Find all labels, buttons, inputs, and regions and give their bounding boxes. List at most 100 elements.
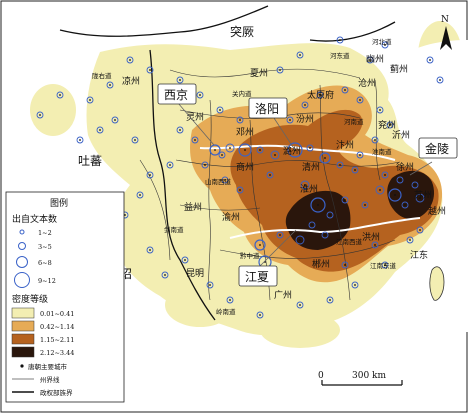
city-marker (279, 234, 281, 236)
label-hongzhou: 洪州 (362, 231, 380, 243)
circuit-hedong: 河东道 (330, 51, 350, 60)
legend-density-swatch-4 (11, 346, 35, 358)
city-marker (439, 79, 441, 81)
circuit-lingnan: 岭南道 (216, 307, 236, 316)
city-marker (299, 304, 301, 306)
source-circle (321, 231, 329, 239)
callout-luoyang: 洛阳 (248, 97, 288, 119)
city-marker (309, 147, 311, 149)
circuit-hebei: 河北道 (372, 37, 392, 46)
city-marker (384, 264, 386, 266)
source-circle (436, 76, 444, 84)
city-marker (324, 157, 326, 159)
city-marker (279, 69, 281, 71)
city-marker (244, 149, 246, 151)
label-fenzhou: 汾州 (296, 114, 314, 125)
city-marker (317, 204, 319, 206)
city-marker (199, 94, 201, 96)
callout-xijing-text: 西京 (164, 88, 188, 102)
source-circle (254, 239, 266, 251)
scale-bar-value: 300 km (352, 371, 386, 381)
city-marker (259, 149, 261, 151)
legend: 图例 出自文本数 1~2 3~5 6~8 9~12 密度等级 0.01~0.41… (5, 191, 125, 403)
city-marker (224, 179, 226, 181)
source-circle (146, 246, 154, 254)
city-marker (324, 234, 326, 236)
city-marker (319, 94, 321, 96)
legend-density-heading: 密度等级 (12, 293, 48, 305)
city-marker (79, 139, 81, 141)
city-marker (149, 174, 151, 176)
city-marker (429, 59, 431, 61)
city-marker (354, 169, 356, 171)
label-yuezhou: 越州 (428, 205, 446, 217)
label-lingzhou: 灵州 (186, 112, 204, 123)
state-boundaries (139, 68, 401, 301)
source-circle (209, 144, 221, 156)
city-marker (299, 54, 301, 56)
city-marker (379, 189, 381, 191)
label-xuzhou: 徐州 (396, 161, 414, 173)
city-marker (129, 59, 131, 61)
source-circle (356, 151, 364, 159)
source-circle (161, 271, 169, 279)
label-luzhou: 潞州 (283, 145, 301, 157)
source-circle (86, 96, 94, 104)
circuit-guannei: 关内道 (232, 89, 252, 98)
source-circle (386, 121, 394, 129)
source-circle (136, 191, 144, 199)
legend-source-heading: 出自文本数 (12, 213, 57, 225)
city-marker (139, 194, 141, 196)
legend-source-class-1: 1~2 (38, 229, 52, 237)
circuit-shannan: 山南西道 (205, 177, 232, 186)
label-guangzhou: 广州 (274, 289, 292, 301)
source-circle (226, 296, 234, 304)
city-marker (274, 154, 276, 156)
source-circle (286, 116, 294, 124)
source-circle (276, 231, 284, 239)
source-circle (341, 196, 349, 204)
city-marker (39, 114, 41, 116)
city-marker (239, 189, 241, 191)
city-marker (299, 239, 301, 241)
city-marker (179, 79, 181, 81)
source-circle (381, 261, 389, 269)
legend-regime-line-item: 政权部族界 (40, 388, 73, 397)
city-marker (149, 69, 151, 71)
city-marker (419, 197, 421, 199)
city-marker (229, 147, 231, 149)
source-circle (276, 66, 284, 74)
city-marker (374, 139, 376, 141)
city-marker (259, 244, 261, 246)
source-circle (310, 197, 326, 213)
label-qingzhou: 清州 (302, 161, 320, 173)
source-circle (221, 176, 229, 184)
region-label-tubo: 吐蕃 (78, 154, 102, 168)
city-marker (399, 179, 401, 181)
source-circle (411, 181, 419, 189)
city-marker (204, 164, 206, 166)
city-marker (389, 124, 391, 126)
city-marker (339, 39, 341, 41)
taiwan-island (429, 266, 445, 301)
source-circles (36, 36, 444, 319)
source-circle (426, 56, 434, 64)
source-circle (36, 111, 44, 119)
source-circle (196, 91, 204, 99)
source-circle (388, 188, 402, 202)
source-circle (300, 180, 310, 190)
circuit-huainan: 淮南道 (372, 147, 392, 156)
source-circle (131, 136, 139, 144)
sea-area (360, 40, 468, 332)
city-marker (209, 284, 211, 286)
city-marker (99, 129, 101, 131)
legend-source-class-4: 9~12 (38, 277, 56, 285)
label-kunming: 昆明 (186, 268, 204, 279)
source-circle (375, 185, 385, 195)
legend-city-item: 唐朝主要城市 (28, 362, 68, 371)
city-marker (269, 174, 271, 176)
legend-density-swatch-3 (11, 333, 35, 345)
callout-leaders (177, 102, 433, 269)
city-marker (179, 129, 181, 131)
